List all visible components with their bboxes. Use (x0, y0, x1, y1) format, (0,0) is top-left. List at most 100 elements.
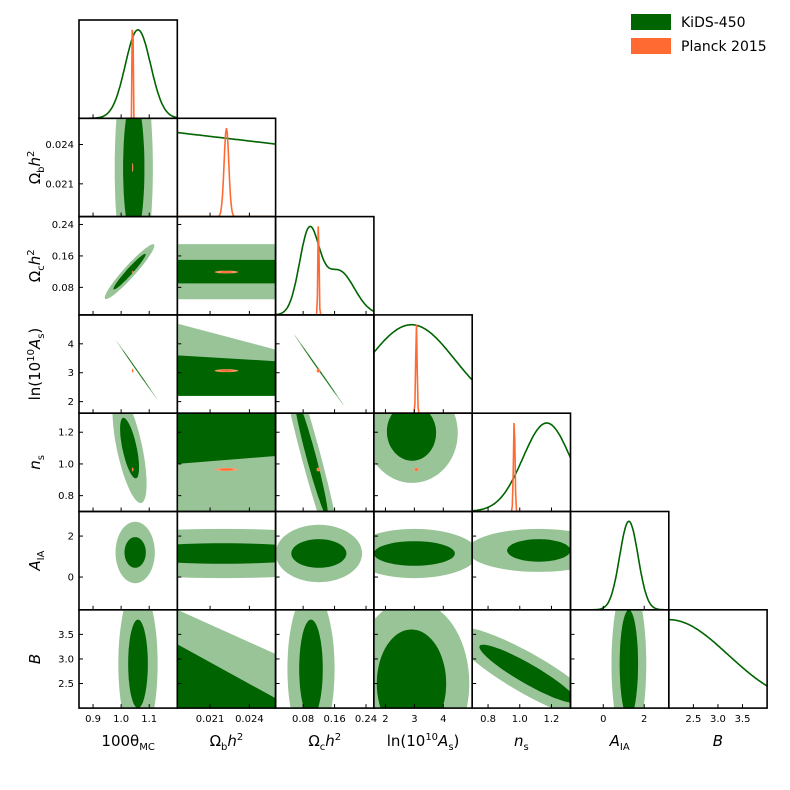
panel-lnAs-vs-omegab (176, 314, 277, 414)
y-axis-label-B: B (26, 654, 44, 664)
x-tick-label-ns: 1.2 (544, 714, 560, 725)
marginal-kids-450-AIA (570, 520, 669, 610)
contour68-kids-450-AIA-lnAs (373, 541, 455, 566)
panel-lnAs-vs-theta: 2 3 4 (68, 314, 179, 414)
contour68-kids-450-AIA-ns (507, 539, 571, 562)
panel-ns-vs-ns (471, 412, 572, 513)
y-tick-label-lnAs: 3 (68, 368, 74, 379)
marginal-kids-450-lnAs (373, 323, 473, 381)
panel-AIA-vs-ns (471, 510, 572, 611)
x-tick-label-AIA: 2 (641, 714, 647, 725)
contour68-planck-2015-ns-theta (132, 468, 134, 471)
panel-B-vs-omegac: 0.08 0.16 0.24 (274, 608, 377, 725)
x-tick-label-B: 3.5 (735, 714, 751, 725)
contour68-planck-2015-omegac-omegab (219, 271, 233, 273)
contour68-kids-450-AIA-omegab (177, 543, 276, 564)
marginal-kids-450-B (668, 618, 768, 687)
contour68-kids-450-omegab-theta (123, 118, 145, 217)
x-axis-label-theta: 100θMC (101, 732, 154, 753)
y-tick-label-B: 3.5 (58, 630, 74, 641)
x-tick-label-omegac: 0.08 (292, 714, 314, 725)
y-tick-label-ns: 0.8 (58, 491, 74, 502)
contour68-kids-450-ns-omegac (296, 413, 328, 512)
y-axis-label-ns: ns (26, 455, 47, 470)
x-tick-label-B: 2.5 (685, 714, 701, 725)
y-tick-label-omegac: 0.24 (52, 220, 74, 231)
contour68-kids-450-B-lnAs (376, 629, 447, 709)
marginal-kids-450-theta (79, 28, 178, 119)
x-tick-label-omegab: 0.021 (196, 714, 225, 725)
contour68-kids-450-B-AIA (619, 609, 639, 709)
y-tick-label-B: 2.5 (58, 679, 74, 690)
contour68-kids-450-B-ns (479, 644, 571, 703)
panel-omegab-vs-theta: 0.021 0.024 (45, 117, 179, 218)
x-tick-label-ns: 0.8 (480, 714, 496, 725)
x-tick-label-omegac: 0.24 (355, 714, 377, 725)
y-tick-label-AIA: 0 (68, 573, 74, 584)
x-tick-label-theta: 0.9 (85, 714, 101, 725)
y-axis-label-AIA: AIA (26, 550, 47, 571)
panel-omegac-vs-omegab (176, 215, 277, 316)
panel-ns-vs-lnAs (373, 412, 473, 513)
x-tick-label-B: 3.0 (710, 714, 726, 725)
contour68-kids-450-lnAs-theta (122, 349, 152, 391)
y-tick-label-AIA: 2 (68, 532, 74, 543)
contour68-kids-450-omegac-theta (113, 253, 146, 290)
panel-omegac-vs-omegac (274, 215, 375, 316)
contour68-planck-2015-ns-omegac (317, 468, 320, 471)
contour68-kids-450-B-omegac (299, 619, 323, 709)
contour68-planck-2015-ns-omegab (219, 468, 233, 471)
contour68-planck-2015-lnAs-omegab (219, 369, 233, 372)
panel-AIA-vs-omegac (274, 510, 375, 611)
contour68-planck-2015-ns-lnAs (415, 468, 418, 471)
panel-theta-vs-theta (78, 19, 179, 120)
legend: KiDS-450 Planck 2015 (631, 14, 767, 55)
x-tick-label-ns: 1.0 (512, 714, 528, 725)
marginal-planck-2015-omegab (177, 127, 276, 217)
marginal-kids-450-ns (472, 422, 571, 512)
panel-AIA-vs-theta: 02 (68, 510, 179, 611)
panel-omegab-vs-omegab (176, 117, 277, 218)
panel-frame (667, 608, 768, 709)
y-tick-label-B: 3.0 (58, 654, 74, 665)
band-inner-lnAs-omegab (177, 355, 276, 396)
marginal-planck-2015-lnAs (373, 324, 473, 414)
y-axis-label-lnAs: ln(1010As) (26, 328, 47, 401)
legend-label-kids: KiDS-450 (681, 15, 746, 31)
x-axis-label-omegab: Ωbh2 (210, 732, 244, 753)
x-axis-label-AIA: AIA (609, 732, 630, 753)
contour68-kids-450-ns-lnAs (386, 413, 437, 461)
marginal-kids-450-omegac (275, 225, 374, 315)
contour68-kids-450-ns-theta (120, 417, 139, 479)
panel-omegac-vs-theta: 0.08 0.16 0.24 (52, 215, 179, 316)
y-tick-label-lnAs: 2 (68, 397, 74, 408)
legend-swatch-kids (631, 14, 671, 30)
x-axis-label-omegac: Ωch2 (308, 732, 341, 753)
x-tick-label-omegac: 0.16 (323, 714, 345, 725)
contour68-kids-450-AIA-theta (124, 537, 146, 568)
contour68-kids-450-B-theta (128, 619, 148, 709)
panel-ns-vs-omegac (274, 412, 375, 513)
y-tick-label-omegab: 0.021 (45, 179, 74, 190)
x-tick-label-AIA: 0 (600, 714, 606, 725)
y-axis-label-omegab: Ωbh2 (26, 151, 47, 185)
panel-frame (274, 314, 375, 414)
panel-frame (373, 314, 473, 414)
x-tick-label-omegab: 0.024 (235, 714, 264, 725)
x-tick-label-theta: 1.1 (141, 714, 157, 725)
x-axis-label-B: B (713, 732, 723, 750)
panel-lnAs-vs-lnAs (373, 314, 473, 414)
band-inner-B-omegab (177, 644, 276, 709)
x-axis-label-lnAs: ln(1010As) (387, 732, 460, 753)
contour68-planck-2015-omegac-theta (132, 271, 134, 273)
x-tick-label-lnAs: 4 (440, 714, 446, 725)
contour68-planck-2015-lnAs-omegac (317, 369, 320, 373)
panel-lnAs-vs-omegac (274, 314, 375, 414)
contour68-kids-450-AIA-omegac (291, 539, 347, 568)
panel-B-vs-theta: 0.9 1.0 1.1 2.5 3.0 3.5 (58, 608, 179, 725)
panel-AIA-vs-AIA (569, 510, 670, 611)
y-tick-label-ns: 1.0 (58, 459, 74, 470)
